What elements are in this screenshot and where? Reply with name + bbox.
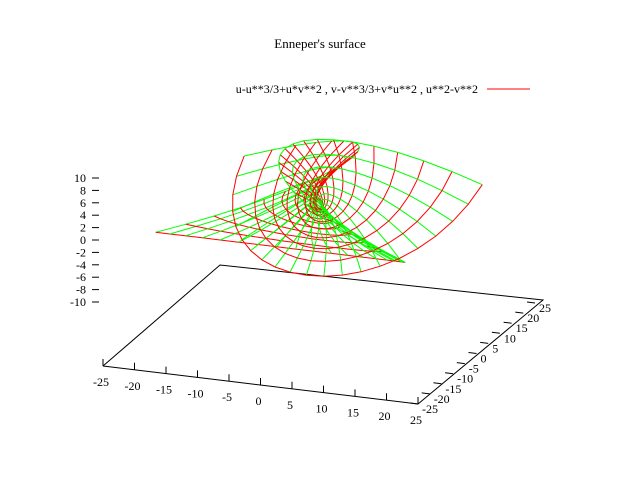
plot-axes — [102, 264, 545, 405]
mesh-line-v — [254, 149, 453, 262]
z-tick-label: 4 — [80, 208, 86, 222]
x-tick-label: 25 — [410, 413, 422, 427]
x-tick-label: 0 — [256, 394, 262, 408]
y-tick-mark — [515, 311, 524, 314]
y-tick-label: -25 — [422, 402, 438, 416]
mesh-line-v — [232, 155, 483, 277]
z-tick-label: -4 — [76, 258, 86, 272]
y-tick-mark — [433, 382, 442, 385]
x-tick-label: 10 — [316, 402, 328, 416]
mesh-line-u — [278, 138, 483, 262]
z-tick-label: 10 — [74, 171, 86, 185]
y-tick-mark — [445, 372, 454, 375]
mesh-line-v — [286, 142, 399, 239]
y-tick-mark — [526, 301, 536, 304]
z-tick-label: -2 — [76, 245, 86, 259]
y-tick-label: 5 — [492, 341, 498, 355]
z-tick-label: 6 — [80, 196, 86, 210]
mesh-line-u — [310, 176, 437, 263]
y-tick-mark — [456, 362, 465, 365]
x-tick-label: -15 — [156, 383, 172, 397]
x-tick-label: -25 — [93, 375, 109, 389]
z-tick-label: 0 — [80, 233, 86, 247]
y-tick-label: 15 — [516, 321, 528, 335]
y-tick-label: 20 — [527, 311, 539, 325]
y-tick-label: -20 — [434, 392, 450, 406]
base-frame — [102, 264, 545, 405]
x-tick-label: -20 — [125, 379, 141, 393]
z-tick-label: 2 — [80, 221, 86, 235]
mesh-line-v — [313, 139, 359, 213]
y-tick-label: 25 — [539, 301, 551, 315]
z-tick-label: 8 — [80, 183, 86, 197]
surface-mesh — [155, 138, 483, 277]
legend: u-u**3/3+u*v**2 , v-v**3/3+v*u**2 , u**2… — [236, 82, 530, 96]
axis-ticks: -25 -20 -15 -10 -5 0 5 10 15 20 25-25-20-15-10-505… — [70, 171, 551, 427]
z-tick-label: -6 — [76, 270, 86, 284]
y-tick-label: 0 — [481, 352, 487, 366]
chart-title: Enneper's surface — [274, 36, 366, 51]
legend-label: u-u**3/3+u*v**2 , v-v**3/3+v*u**2 , u**2… — [236, 82, 478, 96]
mesh-line-u — [321, 198, 388, 267]
y-tick-mark — [491, 331, 500, 334]
x-tick-label: -5 — [222, 390, 232, 404]
x-tick-label: 15 — [347, 405, 359, 419]
x-tick-label: 20 — [379, 409, 391, 423]
y-tick-label: -5 — [469, 362, 479, 376]
mesh-line-u — [291, 153, 469, 263]
mesh-line-v — [303, 140, 360, 211]
mesh-line-v — [304, 140, 357, 223]
x-tick-label: 5 — [287, 398, 293, 412]
mesh-line-v — [296, 140, 375, 230]
mesh-line-u — [289, 207, 319, 273]
z-tick-label: -8 — [76, 283, 86, 297]
y-tick-mark — [468, 352, 477, 354]
y-tick-mark — [409, 402, 419, 405]
y-tick-mark — [421, 392, 430, 395]
x-tick-label: -10 — [188, 386, 204, 400]
y-tick-label: 10 — [504, 331, 516, 345]
y-tick-mark — [503, 321, 512, 324]
mesh-line-u — [302, 166, 453, 263]
y-tick-label: -10 — [457, 372, 473, 386]
z-tick-label: -10 — [70, 295, 86, 309]
mesh-line-v — [292, 143, 359, 210]
y-tick-label: -15 — [445, 382, 461, 396]
mesh-line-v — [272, 145, 425, 250]
y-tick-mark — [480, 341, 489, 344]
